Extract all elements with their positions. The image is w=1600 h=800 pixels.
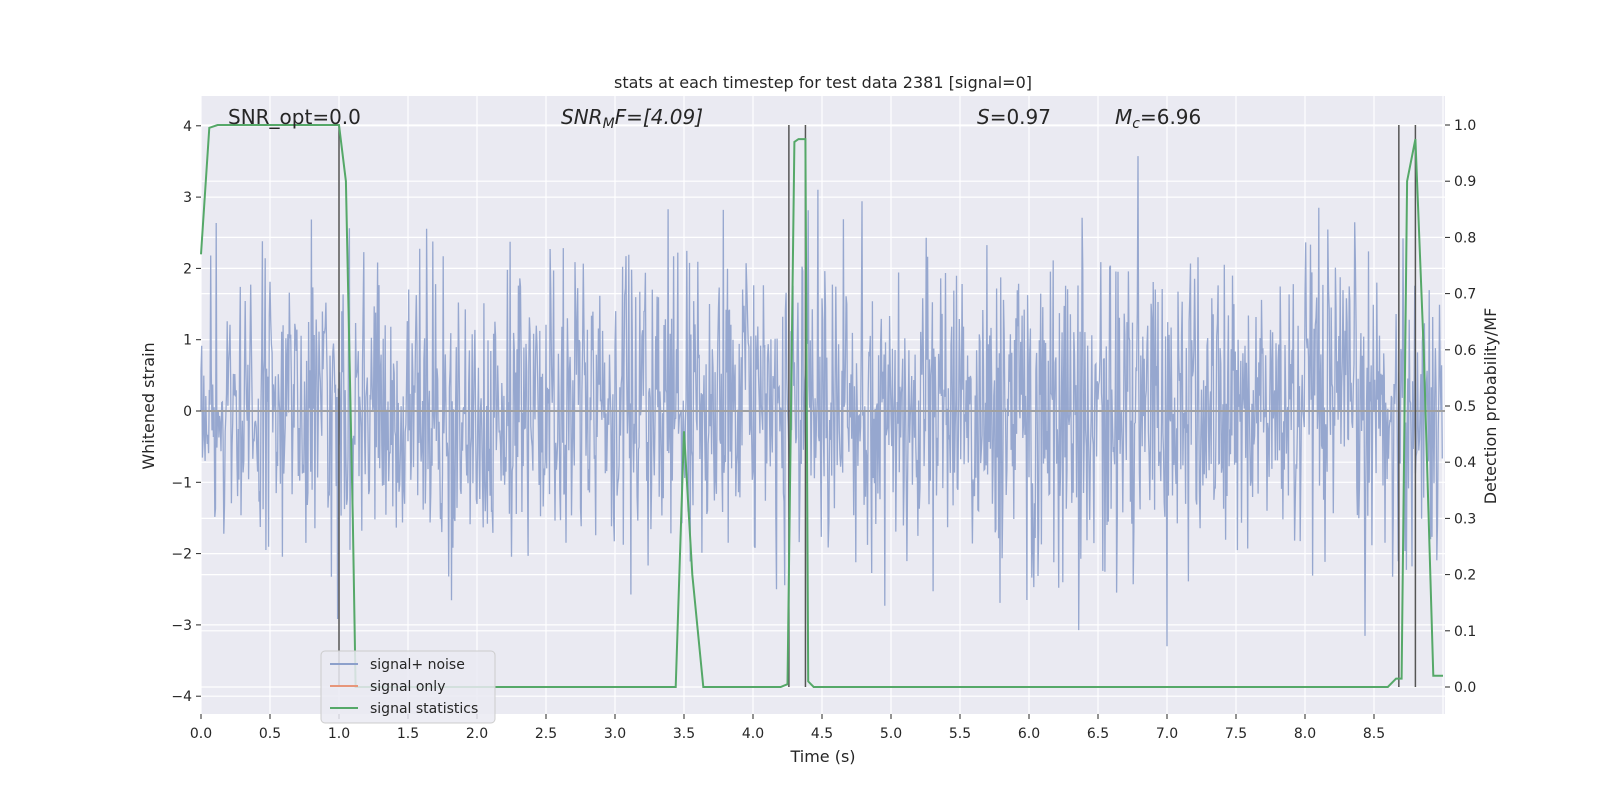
y-left-tick-label: 2 — [183, 261, 192, 277]
x-tick-label: 1.5 — [397, 726, 419, 742]
annotation-s: S=0.97 — [977, 105, 1051, 129]
y-right-tick-label: 0.7 — [1454, 287, 1476, 303]
x-tick-label: 2.5 — [535, 726, 557, 742]
x-tick-label: 5.5 — [949, 726, 971, 742]
y-left-tick-label: −1 — [171, 475, 192, 491]
y-left-tick-label: 0 — [183, 404, 192, 420]
annotation-snr-mf: SNRMF=[4.09] — [561, 105, 703, 132]
x-tick-label: 3.5 — [673, 726, 695, 742]
y-left-tick-label: −4 — [171, 689, 192, 705]
y-left-axis-ticks: 4 3 2 1 0 −1 −2 −3 −4 — [171, 119, 201, 705]
x-tick-label: 8.0 — [1294, 726, 1316, 742]
legend: signal+ noise signal only signal statist… — [320, 650, 496, 724]
y-left-axis-label: Whitened strain — [139, 342, 158, 469]
legend-label-signal-statistics: signal statistics — [370, 701, 478, 717]
x-tick-label: 0.5 — [259, 726, 281, 742]
y-right-tick-label: 0.2 — [1454, 568, 1476, 584]
y-left-tick-label: −3 — [171, 618, 192, 634]
x-tick-label: 5.0 — [880, 726, 902, 742]
x-tick-label: 6.5 — [1087, 726, 1109, 742]
x-tick-label: 4.5 — [811, 726, 833, 742]
annotation-snr-opt: SNR_opt=0.0 — [228, 105, 361, 129]
signal-noise-series — [200, 156, 1443, 647]
x-tick-label: 1.0 — [328, 726, 350, 742]
y-left-tick-label: 1 — [183, 333, 192, 349]
y-right-tick-label: 0.8 — [1454, 230, 1476, 246]
y-right-tick-label: 0.9 — [1454, 174, 1476, 190]
x-tick-label: 8.5 — [1363, 726, 1385, 742]
y-right-axis-ticks: 1.0 0.9 0.8 0.7 0.6 0.5 0.4 0.3 0.2 0.1 0.0 — [1445, 118, 1476, 696]
y-right-tick-label: 0.4 — [1454, 455, 1476, 471]
y-right-tick-label: 0.6 — [1454, 343, 1476, 359]
y-left-tick-label: 4 — [183, 119, 192, 135]
y-right-tick-label: 0.5 — [1454, 399, 1476, 415]
y-left-tick-label: −2 — [171, 547, 192, 563]
y-right-tick-label: 0.3 — [1454, 511, 1476, 527]
x-tick-label: 6.0 — [1018, 726, 1040, 742]
signal-noise-trace — [200, 156, 1443, 647]
y-left-tick-label: 3 — [183, 190, 192, 206]
y-right-tick-label: 0.0 — [1454, 680, 1476, 696]
x-tick-label: 3.0 — [604, 726, 626, 742]
x-axis-ticks: 0.0 0.5 1.0 1.5 2.0 2.5 3.0 3.5 4.0 4.5 5.0 5.5 6.0 6… — [190, 714, 1385, 742]
x-tick-label: 7.5 — [1225, 726, 1247, 742]
legend-label-signal-only: signal only — [370, 679, 445, 695]
legend-box — [320, 650, 496, 724]
x-axis-label: Time (s) — [789, 747, 855, 766]
y-right-axis-label: Detection probability/MF — [1481, 308, 1500, 505]
x-tick-label: 0.0 — [190, 726, 212, 742]
x-tick-label: 2.0 — [466, 726, 488, 742]
x-tick-label: 7.0 — [1156, 726, 1178, 742]
chart-title: stats at each timestep for test data 238… — [614, 73, 1032, 92]
y-right-tick-label: 0.1 — [1454, 624, 1476, 640]
annotation-mc: Mc=6.96 — [1115, 105, 1201, 132]
x-tick-label: 4.0 — [742, 726, 764, 742]
legend-label-signal-noise: signal+ noise — [370, 657, 465, 673]
signal-statistics-series — [200, 124, 1443, 688]
y-right-tick-label: 1.0 — [1454, 118, 1476, 134]
